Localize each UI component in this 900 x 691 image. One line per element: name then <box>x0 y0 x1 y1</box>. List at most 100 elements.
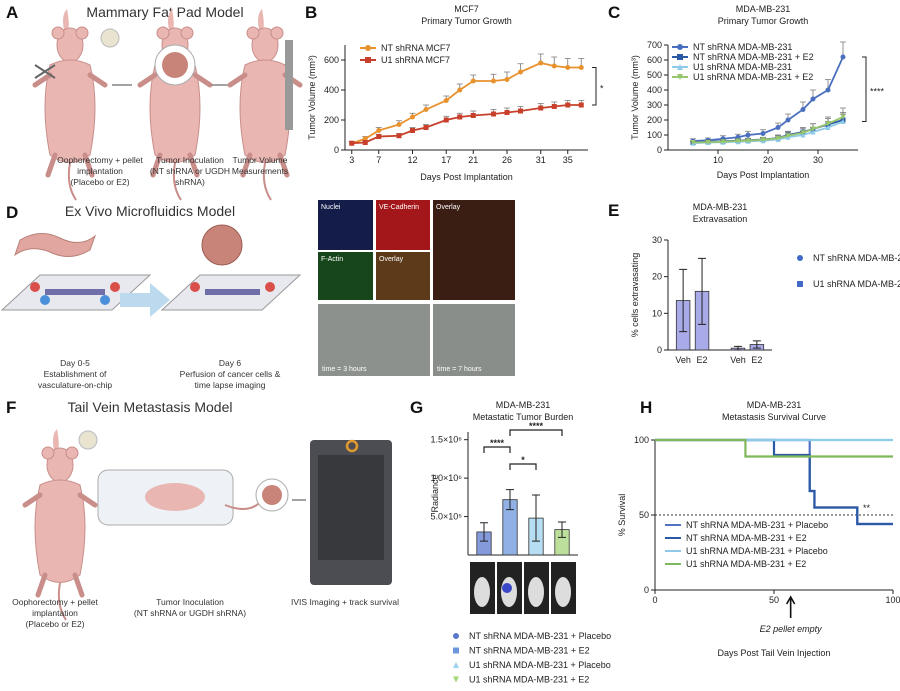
marker <box>720 139 726 145</box>
y-tick-label: 0 <box>657 145 662 155</box>
marker <box>840 54 846 60</box>
x-tick-label: 3 <box>349 155 354 165</box>
marker <box>800 130 806 136</box>
x-tick-label: 7 <box>376 155 381 165</box>
legend-label: NT shRNA MCF7 <box>381 43 450 53</box>
legend-label: NT shRNA MDA-MB-231 + E2 <box>693 52 814 62</box>
caption: Perfusion of cancer cells & <box>180 369 281 379</box>
micrograph <box>376 200 430 250</box>
y-tick-label: 1.0×10⁶ <box>431 473 463 483</box>
y-tick-label: 1.5×10⁶ <box>431 435 463 445</box>
marker <box>735 138 741 144</box>
legend-marker <box>677 74 683 80</box>
marker <box>410 128 415 133</box>
mouse-illustration <box>25 429 95 620</box>
x-tick-label: 10 <box>713 155 723 165</box>
cells <box>262 485 282 505</box>
legend-marker <box>365 45 371 51</box>
port <box>100 295 110 305</box>
chart-title: MDA-MB-231 <box>736 4 791 14</box>
chart-subtitle: Primary Tumor Growth <box>421 16 512 26</box>
marker <box>810 96 816 102</box>
y-tick-label: 300 <box>647 100 662 110</box>
marker <box>800 107 806 112</box>
caption: implantation <box>32 608 78 618</box>
legend-marker <box>677 54 683 60</box>
legend-label: U1 shRNA MDA-MB-231 + Placebo <box>686 546 828 556</box>
series-line <box>351 62 582 145</box>
chart-subtitle: Metastatic Tumor Burden <box>473 412 574 422</box>
pellet <box>100 28 120 48</box>
micrograph <box>318 304 430 376</box>
caption: implantation <box>77 166 123 176</box>
pellet <box>78 430 98 450</box>
legend-label: U1 shRNA MDA-MB-231 + E2 <box>469 675 589 685</box>
x-tick-label: E2 <box>697 355 708 365</box>
marker <box>376 128 382 133</box>
error-bar <box>506 489 514 511</box>
panel-title: Mammary Fat Pad Model <box>86 4 243 20</box>
y-tick-label: 200 <box>647 115 662 125</box>
error-bar <box>698 257 707 325</box>
significance-label: ** <box>863 503 871 513</box>
image-label: VE-Cadherin <box>379 204 419 211</box>
marker <box>443 117 449 123</box>
marker <box>578 102 584 108</box>
y-tick-label: 700 <box>647 40 662 50</box>
y-axis-label: Radiance <box>430 474 440 512</box>
x-tick-label: Veh <box>675 355 691 365</box>
marker <box>470 113 476 118</box>
caption: Day 6 <box>219 358 241 368</box>
marker <box>491 111 496 117</box>
marker <box>423 107 429 112</box>
marker <box>785 117 791 123</box>
caption: (NT shRNA or UGDH <box>150 166 230 176</box>
ivis-door <box>318 455 384 560</box>
marker <box>745 138 751 144</box>
scissors <box>34 64 56 79</box>
panel-letter: D <box>6 203 18 222</box>
panel-letter: E <box>608 201 619 220</box>
y-tick-label: 5.0×10⁵ <box>430 512 462 522</box>
y-axis-label: % Survival <box>617 494 627 537</box>
marker <box>538 60 544 66</box>
marker <box>518 69 523 75</box>
marker <box>504 77 510 82</box>
x-tick-label: 26 <box>502 155 512 165</box>
marker <box>810 126 816 132</box>
port <box>265 282 275 292</box>
signal <box>502 583 512 593</box>
marker <box>538 105 544 111</box>
arrow <box>120 283 170 317</box>
micrograph <box>318 200 373 250</box>
marker <box>565 102 571 108</box>
marker <box>491 78 496 84</box>
x-tick-label: Veh <box>730 355 746 365</box>
caption: Tumor Inoculation <box>156 597 224 607</box>
caption: (Placebo or E2) <box>25 619 84 629</box>
tumor <box>162 52 188 78</box>
panel-letter: A <box>6 3 18 22</box>
significance-bracket <box>592 67 597 106</box>
chart-title: MDA-MB-231 <box>496 400 551 410</box>
caption: (Placebo or E2) <box>70 177 129 187</box>
caption: Tumor Inoculation <box>156 155 224 165</box>
image-label: F-Actin <box>321 256 343 263</box>
error-bar <box>480 522 488 542</box>
legend-label: NT shRNA MDA-MB-231 + E2 <box>686 533 807 543</box>
marker <box>745 132 751 138</box>
caption: Day 0-5 <box>60 358 90 368</box>
marker <box>840 114 846 120</box>
significance-bracket <box>509 429 563 436</box>
marker <box>578 65 584 70</box>
marker <box>810 129 816 135</box>
chart-subtitle: Primary Tumor Growth <box>718 16 809 26</box>
y-tick-label: 200 <box>324 115 339 125</box>
caption: (NT shRNA or UGDH shRNA) <box>134 608 246 618</box>
chart-title: MDA-MB-231 <box>747 400 802 410</box>
marker <box>396 133 402 139</box>
caption: IVIS Imaging + track survival <box>291 597 399 607</box>
marker <box>565 65 571 70</box>
chart-title: MCF7 <box>454 4 479 14</box>
